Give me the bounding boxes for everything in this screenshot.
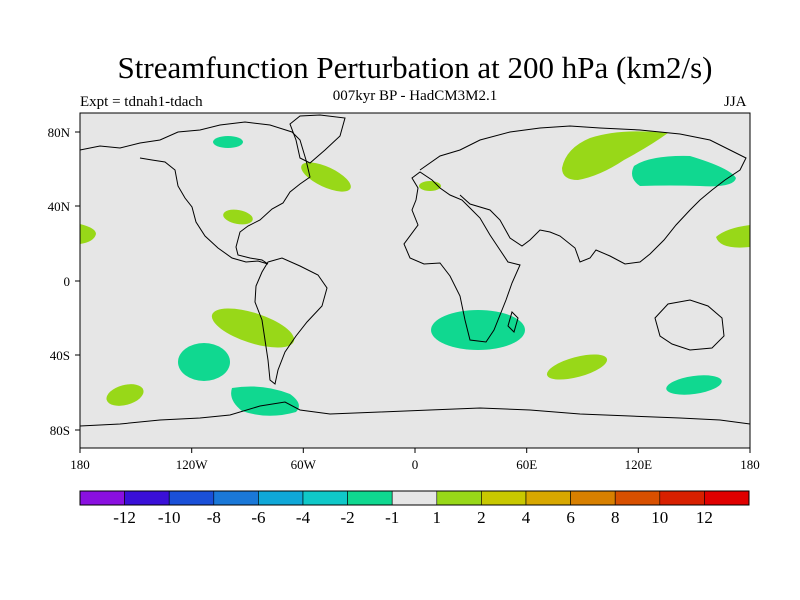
colorbar-swatch [704, 490, 750, 506]
colorbar-swatch [570, 490, 616, 506]
x-tick-label: 180 [70, 457, 90, 472]
europe-africa-coast [403, 171, 521, 343]
x-axis [79, 448, 751, 453]
colorbar-label: 6 [566, 508, 575, 527]
colorbar [79, 490, 750, 506]
anomaly-siberia [562, 131, 668, 180]
colorbar-label: 10 [651, 508, 668, 527]
colorbar-swatch [302, 490, 348, 506]
eurasia-coast [419, 125, 747, 265]
colorbar-label: -2 [341, 508, 355, 527]
colorbar-swatch [168, 490, 215, 506]
antarctica-coast [79, 401, 751, 427]
y-tick-label: 40S [50, 348, 70, 363]
coastlines [79, 114, 751, 427]
y-axis [75, 131, 80, 431]
anomaly-canada [213, 136, 243, 148]
colorbar-label: -12 [113, 508, 136, 527]
colorbar-swatch [258, 490, 304, 506]
x-tick-label: 120W [176, 457, 209, 472]
season-label: JJA [724, 94, 747, 110]
anomaly-indian-ocean [546, 354, 608, 380]
y-tick-label: 0 [64, 274, 71, 289]
colorbar-label: -6 [251, 508, 265, 527]
colorbar-swatch [481, 490, 527, 506]
anomaly-southeast-pacific [106, 384, 144, 406]
colorbar-swatch [436, 490, 482, 506]
anomaly-drake-passage [231, 386, 299, 416]
x-tick-label: 120E [625, 457, 653, 472]
south-america-coast [254, 257, 328, 385]
north-america-coast [79, 121, 311, 265]
colorbar-label: 2 [477, 508, 486, 527]
y-tick-label: 40N [48, 199, 71, 214]
x-tick-label: 0 [412, 457, 419, 472]
anomaly-west-pacific [716, 225, 750, 248]
anomaly-south-pacific [211, 308, 295, 348]
anomaly-southwest-pacific [178, 343, 230, 381]
y-tick-label: 80S [50, 423, 70, 438]
map-panel [79, 112, 751, 449]
colorbar-label: 4 [522, 508, 531, 527]
y-tick-labels: 80N 40N 0 40S 80S [48, 125, 71, 438]
colorbar-swatch [614, 490, 661, 506]
colorbar-label: -1 [385, 508, 399, 527]
colorbar-frame [79, 490, 750, 506]
positive-anomalies [80, 131, 750, 406]
map-title: Streamfunction Perturbation at 200 hPa (… [117, 50, 713, 85]
map-subtitle: 007kyr BP - HadCM3M2.1 [332, 88, 498, 104]
colorbar-label: 8 [611, 508, 620, 527]
anomaly-north-pacific-west [80, 224, 96, 244]
x-tick-label: 60W [291, 457, 317, 472]
colorbar-label: 1 [433, 508, 442, 527]
colorbar-swatch [659, 490, 705, 506]
experiment-label: Expt = tdnah1-tdach [80, 94, 203, 110]
colorbar-swatch [79, 490, 125, 506]
colorbar-label: -10 [158, 508, 181, 527]
colorbar-swatch [124, 490, 170, 506]
madagascar-coast [507, 311, 519, 333]
x-tick-labels: 180 120W 60W 0 60E 120E 180 [70, 457, 760, 472]
australia-coast [654, 299, 725, 351]
anomaly-gulf-mexico [223, 209, 253, 225]
colorbar-swatch [525, 490, 571, 506]
anomaly-south-of-australia [666, 375, 722, 395]
colorbar-labels: -12 -10 -8 -6 -4 -2 -1 1 2 4 6 8 10 12 [113, 508, 713, 527]
x-tick-label: 180 [740, 457, 760, 472]
colorbar-label: -8 [207, 508, 221, 527]
anomaly-north-atlantic [301, 162, 351, 192]
y-tick-label: 80N [48, 125, 71, 140]
x-tick-label: 60E [516, 457, 537, 472]
colorbar-swatch [391, 490, 438, 506]
colorbar-swatch [213, 490, 259, 506]
greenland-coast [289, 114, 346, 164]
colorbar-swatch [347, 490, 393, 506]
colorbar-label: -4 [296, 508, 311, 527]
anomaly-southern-africa [431, 310, 525, 350]
colorbar-label: 12 [696, 508, 713, 527]
anomaly-northeast-asia [632, 155, 736, 187]
negative-anomalies [178, 136, 736, 416]
